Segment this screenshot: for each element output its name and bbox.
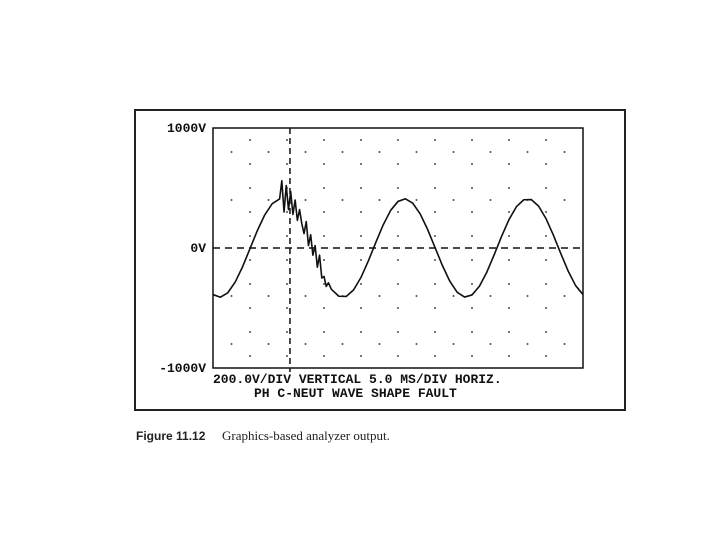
y-tick-label: 1000V — [167, 121, 206, 136]
caption-text: Graphics-based analyzer output. — [222, 428, 390, 443]
y-tick-label: 0V — [190, 241, 206, 256]
waveform — [212, 180, 584, 298]
fault-annotation: PH C-NEUT WAVE SHAPE FAULT — [254, 386, 457, 401]
outer-frame — [134, 109, 626, 411]
scale-annotation: 200.0V/DIV VERTICAL 5.0 MS/DIV HORIZ. — [213, 372, 502, 387]
caption-number: Figure 11.12 — [136, 429, 206, 443]
y-tick-label: -1000V — [159, 361, 206, 376]
